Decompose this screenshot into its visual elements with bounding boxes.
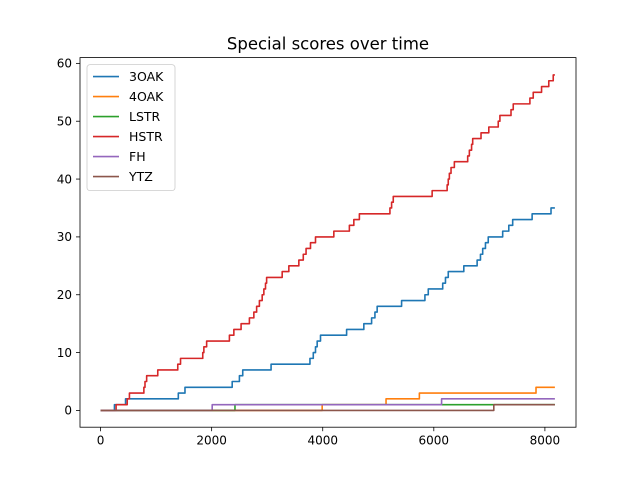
- y-tick-label: 40: [57, 172, 72, 186]
- series-line-hstr: [100, 74, 555, 412]
- series-line-4oak: [100, 386, 555, 412]
- y-tick-label: 30: [57, 230, 72, 244]
- x-tick-label: 0: [97, 434, 105, 448]
- series-line-lstr: [100, 403, 555, 412]
- chart-title: Special scores over time: [227, 35, 429, 54]
- x-tick-label: 4000: [307, 434, 338, 448]
- legend-label-3oak: 3OAK: [129, 69, 164, 84]
- series-line-ytz: [100, 403, 555, 412]
- y-tick-label: 20: [57, 288, 72, 302]
- x-tick-label: 2000: [196, 434, 227, 448]
- legend-label-hstr: HSTR: [129, 129, 163, 144]
- axes-frame: [79, 57, 577, 428]
- plot-area: [100, 74, 555, 412]
- legend-label-fh: FH: [129, 149, 146, 164]
- y-tick-label: 50: [57, 115, 72, 129]
- series-line-3oak: [100, 207, 555, 412]
- x-tick-label: 8000: [530, 434, 561, 448]
- legend: 3OAK 4OAK LSTR HSTR FH YTZ: [86, 64, 176, 191]
- y-axis: 0 10 20 30 40 50 60: [57, 57, 80, 418]
- legend-label-ytz: YTZ: [128, 169, 153, 184]
- legend-label-4oak: 4OAK: [129, 89, 164, 104]
- y-tick-label: 10: [57, 346, 72, 360]
- x-tick-label: 6000: [419, 434, 450, 448]
- y-tick-label: 0: [64, 404, 72, 418]
- legend-label-lstr: LSTR: [129, 109, 161, 124]
- x-axis: 0 2000 4000 6000 8000: [97, 427, 560, 448]
- y-tick-label: 60: [57, 57, 72, 71]
